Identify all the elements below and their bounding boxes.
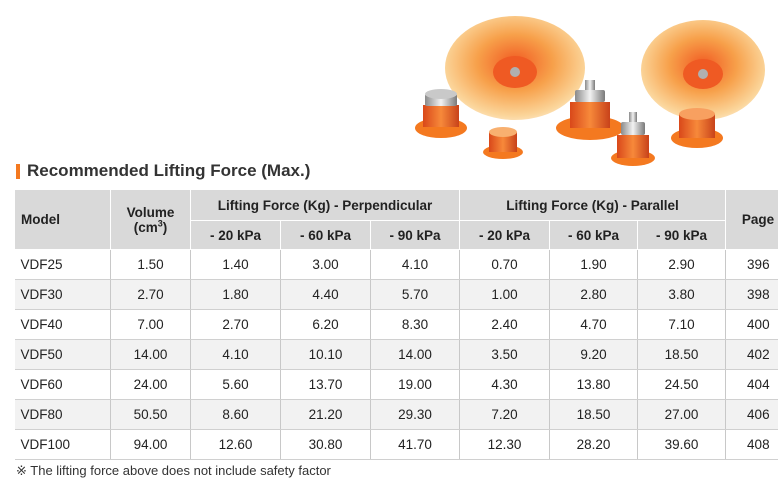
cell-perp-90: 29.30 xyxy=(369,399,460,430)
cell-perp-90: 19.00 xyxy=(369,369,460,400)
cell-par-90: 24.50 xyxy=(637,369,726,400)
cell-par-60: 18.50 xyxy=(549,399,638,430)
cell-model: VDF50 xyxy=(14,339,111,370)
table-row: VDF60 24.00 5.60 13.70 19.00 4.30 13.80 … xyxy=(14,369,778,400)
vacuum-cup-large-right xyxy=(641,20,765,120)
cell-perp-60: 13.70 xyxy=(280,369,371,400)
cell-perp-60: 30.80 xyxy=(280,429,371,460)
header-page: Page xyxy=(725,189,778,250)
cell-perp-20: 4.10 xyxy=(190,339,281,370)
table-row: VDF40 7.00 2.70 6.20 8.30 2.40 4.70 7.10… xyxy=(14,309,778,340)
table-row: VDF30 2.70 1.80 4.40 5.70 1.00 2.80 3.80… xyxy=(14,279,778,310)
cell-par-90: 7.10 xyxy=(637,309,726,340)
cell-model: VDF30 xyxy=(14,279,111,310)
cell-perp-20: 1.40 xyxy=(190,249,281,280)
table-row: VDF50 14.00 4.10 10.10 14.00 3.50 9.20 1… xyxy=(14,339,778,370)
header-perpendicular: Lifting Force (Kg) - Perpendicular xyxy=(189,189,461,221)
cell-page: 398 xyxy=(725,279,778,310)
cell-model: VDF80 xyxy=(14,399,111,430)
cell-perp-20: 12.60 xyxy=(190,429,281,460)
header-parallel: Lifting Force (Kg) - Parallel xyxy=(459,189,727,221)
cell-par-60: 4.70 xyxy=(549,309,638,340)
cell-perp-60: 6.20 xyxy=(280,309,371,340)
cell-volume: 24.00 xyxy=(110,369,191,400)
header-perp-90kpa: - 90 kPa xyxy=(369,220,461,250)
header-model: Model xyxy=(14,189,111,250)
cell-model: VDF25 xyxy=(14,249,111,280)
cell-volume: 14.00 xyxy=(110,339,191,370)
cell-par-90: 27.00 xyxy=(637,399,726,430)
cell-page: 402 xyxy=(725,339,778,370)
cell-par-20: 7.20 xyxy=(459,399,550,430)
cell-par-60: 1.90 xyxy=(549,249,638,280)
vacuum-pad-center xyxy=(556,80,624,140)
cell-perp-20: 1.80 xyxy=(190,279,281,310)
header-volume-unit: (cm3) xyxy=(133,218,168,235)
cell-perp-20: 8.60 xyxy=(190,399,281,430)
cell-perp-20: 5.60 xyxy=(190,369,281,400)
cell-par-20: 4.30 xyxy=(459,369,550,400)
cell-par-90: 2.90 xyxy=(637,249,726,280)
cell-perp-60: 10.10 xyxy=(280,339,371,370)
cell-perp-20: 2.70 xyxy=(190,309,281,340)
cell-par-90: 39.60 xyxy=(637,429,726,460)
cell-perp-90: 14.00 xyxy=(369,339,460,370)
vacuum-pad-product-photo xyxy=(415,16,765,166)
table-row: VDF80 50.50 8.60 21.20 29.30 7.20 18.50 … xyxy=(14,399,778,430)
cell-volume: 94.00 xyxy=(110,429,191,460)
volume-unit-open: (cm xyxy=(133,219,158,235)
table-row: VDF100 94.00 12.60 30.80 41.70 12.30 28.… xyxy=(14,429,778,460)
cell-par-90: 18.50 xyxy=(637,339,726,370)
volume-unit-close: ) xyxy=(162,219,168,235)
cell-page: 406 xyxy=(725,399,778,430)
cell-par-60: 2.80 xyxy=(549,279,638,310)
cell-perp-90: 8.30 xyxy=(369,309,460,340)
cell-perp-60: 3.00 xyxy=(280,249,371,280)
header-perp-60kpa: - 60 kPa xyxy=(280,220,371,250)
cell-par-60: 9.20 xyxy=(549,339,638,370)
footnote: ※ The lifting force above does not inclu… xyxy=(16,463,331,478)
header-perp-20kpa: - 20 kPa xyxy=(190,220,281,250)
cell-volume: 1.50 xyxy=(110,249,191,280)
section-title-text: Recommended Lifting Force (Max.) xyxy=(27,161,311,180)
vacuum-pad-right xyxy=(611,112,655,166)
header-par-60kpa: - 60 kPa xyxy=(549,220,639,250)
cell-par-20: 12.30 xyxy=(459,429,550,460)
cell-par-20: 0.70 xyxy=(459,249,550,280)
cell-page: 408 xyxy=(725,429,778,460)
cell-page: 400 xyxy=(725,309,778,340)
cell-par-60: 13.80 xyxy=(549,369,638,400)
cell-par-90: 3.80 xyxy=(637,279,726,310)
header-volume-label: Volume xyxy=(126,204,175,220)
header-par-90kpa: - 90 kPa xyxy=(637,220,727,250)
table-row: VDF25 1.50 1.40 3.00 4.10 0.70 1.90 2.90… xyxy=(14,249,778,280)
cell-par-60: 28.20 xyxy=(549,429,638,460)
header-par-20kpa: - 20 kPa xyxy=(459,220,551,250)
cell-model: VDF100 xyxy=(14,429,111,460)
cell-page: 396 xyxy=(725,249,778,280)
cell-perp-60: 21.20 xyxy=(280,399,371,430)
header-volume: Volume (cm3) xyxy=(110,189,191,250)
vacuum-pad-left xyxy=(415,89,467,138)
lifting-force-table: Model Volume (cm3) Lifting Force (Kg) - … xyxy=(14,189,778,460)
cell-model: VDF60 xyxy=(14,369,111,400)
cell-model: VDF40 xyxy=(14,309,111,340)
cell-par-20: 1.00 xyxy=(459,279,550,310)
volume-unit-sup: 3 xyxy=(157,218,163,228)
cell-perp-90: 41.70 xyxy=(369,429,460,460)
cell-volume: 7.00 xyxy=(110,309,191,340)
vacuum-pad-small xyxy=(483,127,523,159)
section-title: Recommended Lifting Force (Max.) xyxy=(16,158,310,184)
cell-perp-60: 4.40 xyxy=(280,279,371,310)
cell-volume: 2.70 xyxy=(110,279,191,310)
cell-par-20: 3.50 xyxy=(459,339,550,370)
cell-perp-90: 5.70 xyxy=(369,279,460,310)
vacuum-cup-large-left xyxy=(445,16,585,120)
cell-perp-90: 4.10 xyxy=(369,249,460,280)
cell-par-20: 2.40 xyxy=(459,309,550,340)
vacuum-pad-far-right xyxy=(671,108,723,148)
title-accent-bar xyxy=(16,163,20,179)
cell-volume: 50.50 xyxy=(110,399,191,430)
cell-page: 404 xyxy=(725,369,778,400)
